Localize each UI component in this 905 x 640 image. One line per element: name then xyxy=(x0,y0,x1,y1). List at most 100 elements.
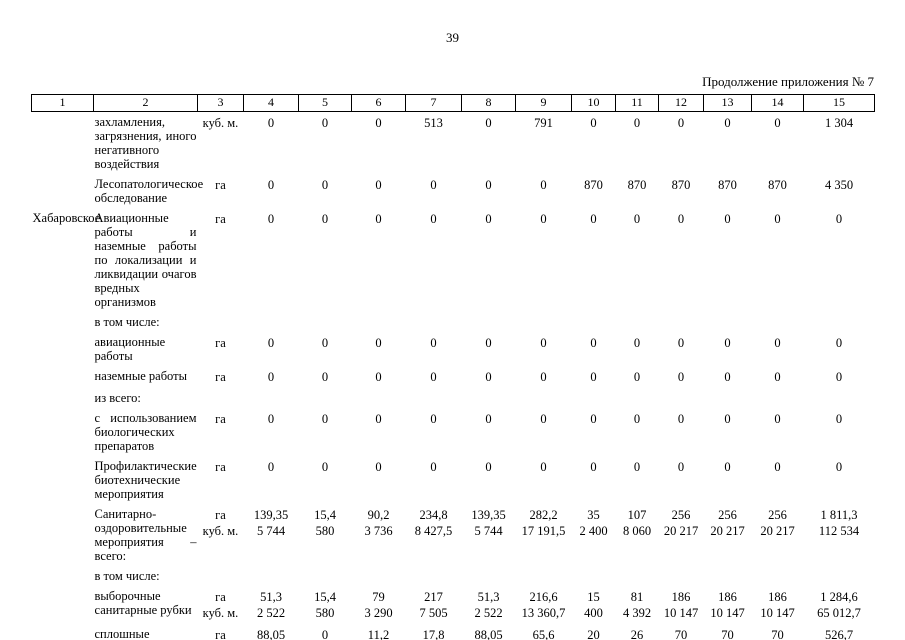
value: 20 217 xyxy=(663,524,699,538)
table-row: Лесопатологическое обследование га 0 0 0 0 0 0 8… xyxy=(32,174,875,208)
measure-name-cell: захламления, загрязнения, иного негативн… xyxy=(94,115,197,171)
value-cell-col-12: 0 xyxy=(659,332,704,366)
value-cell-col-5 xyxy=(299,312,352,332)
region-cell xyxy=(32,586,94,624)
value: 88,05 xyxy=(256,628,286,640)
value: 0 xyxy=(633,460,641,474)
value: 1 304 xyxy=(824,116,854,130)
value: 8 060 xyxy=(622,524,652,538)
region-cell xyxy=(32,388,94,408)
value-cell-col-6: 0 xyxy=(352,208,406,312)
value-cell-col-13 xyxy=(704,388,752,408)
value: 3 736 xyxy=(364,524,393,538)
value: 15,4 xyxy=(314,590,336,604)
appendix-table: 1 2 3 4 5 6 7 8 9 10 11 12 13 14 15 захламления, загря… xyxy=(31,94,875,640)
measure-name-cell: сплошные санитарные рубки xyxy=(94,627,150,640)
value-cell-col-10: 15 400 xyxy=(572,586,616,624)
value: 0 xyxy=(724,370,731,384)
value-cell-col-4: 88,053 222 xyxy=(244,624,299,640)
value-cell-col-4: 0 xyxy=(244,174,299,208)
value: 139,35 xyxy=(253,508,289,522)
unit-cell: га куб. м. xyxy=(198,504,244,566)
value: 51,3 xyxy=(477,590,500,604)
value-cell-col-11: 263 668 xyxy=(616,624,659,640)
value-cell-col-15 xyxy=(804,566,875,586)
value: 51,3 xyxy=(260,590,282,604)
value: 2 522 xyxy=(474,606,503,620)
value-cell-col-8: 0 xyxy=(462,456,516,504)
column-number-1: 1 xyxy=(31,94,94,112)
value: 0 xyxy=(375,412,382,426)
value: 0 xyxy=(267,460,275,474)
value: 526,7 xyxy=(824,628,854,640)
value-cell-col-14: 0 xyxy=(752,208,804,312)
value: 0 xyxy=(540,336,547,350)
value: 26 xyxy=(630,628,644,640)
value: 0 xyxy=(267,178,275,192)
value-cell-col-9: 791 xyxy=(516,112,572,175)
value-cell-col-10: 202 000 xyxy=(572,624,616,640)
value-cell-col-4 xyxy=(244,388,299,408)
value: 0 xyxy=(430,212,437,226)
value: 7 505 xyxy=(419,606,448,620)
value: 0 xyxy=(485,212,492,226)
region-cell xyxy=(32,112,94,175)
value-cell-col-13: 0 xyxy=(704,366,752,388)
value-cell-col-7: 0 xyxy=(406,208,462,312)
value-cell-col-13: 7010 070 xyxy=(704,624,752,640)
value-cell-col-7: 0 xyxy=(406,174,462,208)
value-cell-col-7 xyxy=(406,388,462,408)
measure-name-cell: Лесопатологическое обследование xyxy=(94,177,204,205)
value-cell-col-6 xyxy=(352,388,406,408)
value: 0 xyxy=(633,336,641,350)
value-cell-col-8 xyxy=(462,312,516,332)
column-number-9: 9 xyxy=(515,94,572,112)
value-cell-col-9: 0 xyxy=(516,208,572,312)
table-row: из всего: xyxy=(32,388,875,408)
value-cell-col-12: 0 xyxy=(659,456,704,504)
value: 0 xyxy=(774,460,781,474)
value: 0 xyxy=(485,370,492,384)
value: 256 xyxy=(671,508,691,522)
value: 0 xyxy=(590,212,597,226)
unit-cell: га xyxy=(198,408,244,456)
value-cell-col-9 xyxy=(516,312,572,332)
value: 0 xyxy=(590,370,597,384)
value: 20 217 xyxy=(710,524,745,538)
value: 0 xyxy=(590,336,597,350)
table-row: Хабаровское Авиационные работы и наземные… xyxy=(32,208,875,312)
table-row: в том числе: xyxy=(32,312,875,332)
sub-heading-cell: в том числе: xyxy=(94,315,160,329)
unit-label: куб. м. xyxy=(202,606,239,620)
value-cell-col-11: 81 4 392 xyxy=(616,586,659,624)
value-cell-col-11: 870 xyxy=(616,174,659,208)
region-cell xyxy=(32,332,94,366)
unit-cell: га xyxy=(198,456,244,504)
unit-label: куб. м. xyxy=(202,524,239,538)
value-cell-col-13 xyxy=(704,312,752,332)
value-cell-col-10: 0 xyxy=(572,366,616,388)
value-cell-col-10 xyxy=(572,312,616,332)
unit-cell: га xyxy=(198,366,244,388)
value: 0 xyxy=(321,116,329,130)
value: 17 191,5 xyxy=(521,524,566,538)
value: 2 400 xyxy=(579,524,608,538)
value: 5 744 xyxy=(474,524,503,538)
value: 791 xyxy=(534,116,553,130)
value: 0 xyxy=(321,212,329,226)
value-cell-col-12 xyxy=(659,312,704,332)
value-cell-col-5: 0 xyxy=(299,408,352,456)
value-cell-col-12 xyxy=(659,566,704,586)
continuation-note: Продолжение приложения № 7 xyxy=(702,74,874,89)
unit-label: га xyxy=(215,336,226,350)
value: 0 xyxy=(633,370,641,384)
value: 2 522 xyxy=(256,606,286,620)
value-cell-col-9: 65,63 830,8 xyxy=(516,624,572,640)
table-row: авиационные работы га 0 0 0 0 0 0 0 0 0 0 0 0 xyxy=(32,332,875,366)
value: 0 xyxy=(267,412,275,426)
value: 0 xyxy=(835,370,843,384)
unit-cell xyxy=(198,312,244,332)
value-cell-col-13: 0 xyxy=(704,208,752,312)
value-cell-col-11: 0 xyxy=(616,456,659,504)
